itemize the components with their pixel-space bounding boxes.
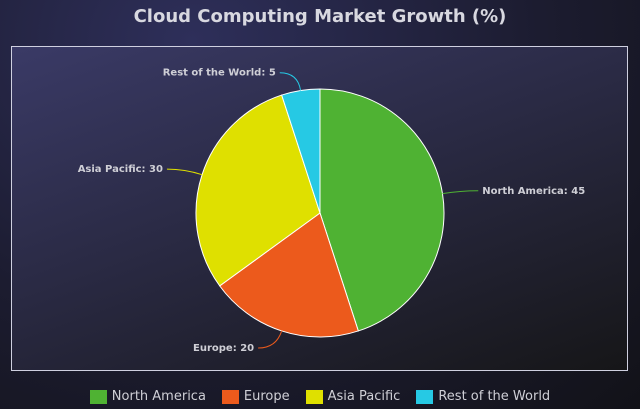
leader-line	[166, 168, 203, 176]
legend-label: Europe	[243, 389, 290, 404]
legend-label: Asia Pacific	[327, 389, 401, 404]
pie-slice-rest-of-the-world[interactable]	[281, 88, 321, 214]
legend-swatch	[416, 389, 434, 404]
pie-slice-north-america[interactable]	[319, 88, 445, 332]
data-label: Rest of the World: 5	[163, 68, 276, 79]
legend-item-asia-pacific[interactable]: Asia Pacific	[305, 389, 401, 404]
leader-line	[258, 330, 283, 349]
chart-title: Cloud Computing Market Growth (%)	[133, 6, 507, 27]
legend-label: Rest of the World	[438, 389, 551, 404]
data-label: North America: 45	[482, 186, 585, 197]
legend-item-europe[interactable]: Europe	[221, 389, 290, 404]
legend-item-rest-of-the-world[interactable]: Rest of the World	[416, 389, 550, 404]
pie-slice-asia-pacific[interactable]	[195, 94, 321, 287]
legend-label: North America	[111, 389, 206, 404]
legend-swatch	[305, 389, 323, 404]
leader-line	[279, 72, 302, 91]
leader-line	[442, 190, 479, 195]
chart-legend: North America Europe Asia Pacific Rest of t…	[0, 389, 640, 404]
legend-item-north-america[interactable]: North America	[89, 389, 206, 404]
legend-swatch	[89, 389, 107, 404]
pie-slice-europe[interactable]	[218, 212, 359, 338]
data-label: Europe: 20	[193, 343, 254, 354]
data-label: Asia Pacific: 30	[78, 164, 163, 175]
legend-swatch	[221, 389, 239, 404]
